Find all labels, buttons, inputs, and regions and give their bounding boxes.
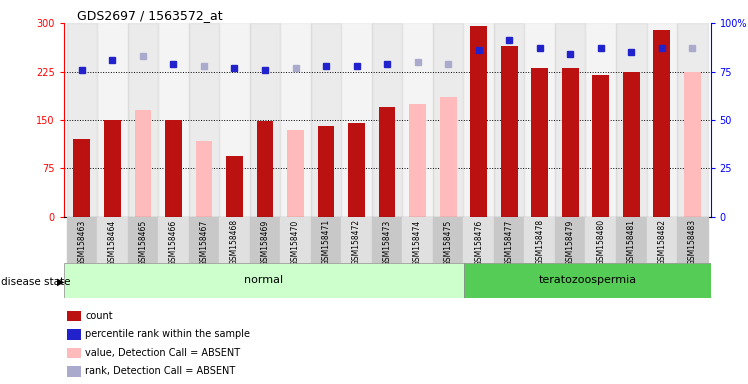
Text: value, Detection Call = ABSENT: value, Detection Call = ABSENT	[85, 348, 240, 358]
Bar	[135, 110, 151, 217]
Bar	[73, 139, 91, 217]
Bar	[195, 141, 212, 217]
Text: GSM158470: GSM158470	[291, 219, 300, 265]
Bar	[378, 107, 396, 217]
Bar	[280, 23, 310, 217]
Text: GSM158473: GSM158473	[382, 219, 392, 265]
Text: GSM158471: GSM158471	[322, 219, 331, 265]
Text: GSM158468: GSM158468	[230, 219, 239, 265]
Bar	[67, 217, 97, 263]
Text: normal: normal	[245, 275, 283, 285]
Bar	[500, 46, 518, 217]
Text: GSM158480: GSM158480	[596, 219, 605, 265]
Bar	[341, 217, 372, 263]
Bar	[562, 68, 579, 217]
Bar	[616, 217, 646, 263]
Text: GSM158481: GSM158481	[627, 219, 636, 265]
Bar	[128, 23, 158, 217]
Bar	[646, 217, 677, 263]
Bar	[464, 263, 711, 298]
Bar	[250, 23, 280, 217]
Text: ▶: ▶	[57, 277, 64, 287]
Bar	[341, 23, 372, 217]
Text: GSM158475: GSM158475	[444, 219, 453, 265]
Bar	[280, 217, 310, 263]
Bar	[97, 23, 128, 217]
Bar	[653, 30, 670, 217]
Text: disease state: disease state	[1, 277, 71, 287]
Bar	[158, 217, 188, 263]
Text: GSM158476: GSM158476	[474, 219, 483, 265]
Text: GSM158464: GSM158464	[108, 219, 117, 265]
Bar	[555, 217, 586, 263]
Bar	[531, 68, 548, 217]
Text: GSM158479: GSM158479	[565, 219, 574, 265]
Text: teratozoospermia: teratozoospermia	[539, 275, 637, 285]
Bar	[97, 217, 128, 263]
Bar	[586, 217, 616, 263]
Bar	[464, 217, 494, 263]
Bar	[677, 23, 708, 217]
Text: percentile rank within the sample: percentile rank within the sample	[85, 329, 251, 339]
Bar	[616, 23, 646, 217]
Bar	[372, 23, 402, 217]
Text: GSM158463: GSM158463	[77, 219, 86, 265]
Bar	[348, 123, 365, 217]
Bar	[409, 104, 426, 217]
Bar	[128, 217, 158, 263]
Bar	[470, 26, 487, 217]
Bar	[592, 75, 609, 217]
Text: GSM158478: GSM158478	[535, 219, 545, 265]
Text: GSM158466: GSM158466	[169, 219, 178, 265]
Bar	[433, 23, 464, 217]
Bar	[257, 121, 274, 217]
Bar	[494, 217, 524, 263]
Text: GSM158469: GSM158469	[260, 219, 269, 265]
Text: GSM158472: GSM158472	[352, 219, 361, 265]
Bar	[287, 130, 304, 217]
Text: GSM158465: GSM158465	[138, 219, 147, 265]
Bar	[104, 120, 121, 217]
Bar	[67, 23, 97, 217]
Bar	[646, 23, 677, 217]
Text: GSM158474: GSM158474	[413, 219, 422, 265]
Bar	[372, 217, 402, 263]
Bar	[318, 126, 334, 217]
Bar	[402, 217, 433, 263]
Text: GSM158467: GSM158467	[200, 219, 209, 265]
Bar	[158, 23, 188, 217]
Bar	[677, 217, 708, 263]
Bar	[219, 217, 250, 263]
Bar	[188, 217, 219, 263]
Bar	[555, 23, 586, 217]
Bar	[464, 23, 494, 217]
Text: GSM158483: GSM158483	[688, 219, 697, 265]
Text: count: count	[85, 311, 113, 321]
Bar	[188, 23, 219, 217]
Bar	[524, 23, 555, 217]
Bar	[433, 217, 464, 263]
Bar	[165, 120, 182, 217]
Bar	[494, 23, 524, 217]
Bar	[623, 71, 640, 217]
Text: GSM158482: GSM158482	[657, 219, 666, 265]
Bar	[684, 71, 701, 217]
Bar	[586, 23, 616, 217]
Text: GSM158477: GSM158477	[505, 219, 514, 265]
Bar	[402, 23, 433, 217]
Text: rank, Detection Call = ABSENT: rank, Detection Call = ABSENT	[85, 366, 236, 376]
Bar	[219, 23, 250, 217]
Bar	[226, 156, 243, 217]
Bar	[250, 217, 280, 263]
Bar	[524, 217, 555, 263]
Bar	[440, 98, 456, 217]
Bar	[64, 263, 464, 298]
Text: GDS2697 / 1563572_at: GDS2697 / 1563572_at	[76, 9, 222, 22]
Bar	[310, 23, 341, 217]
Bar	[310, 217, 341, 263]
